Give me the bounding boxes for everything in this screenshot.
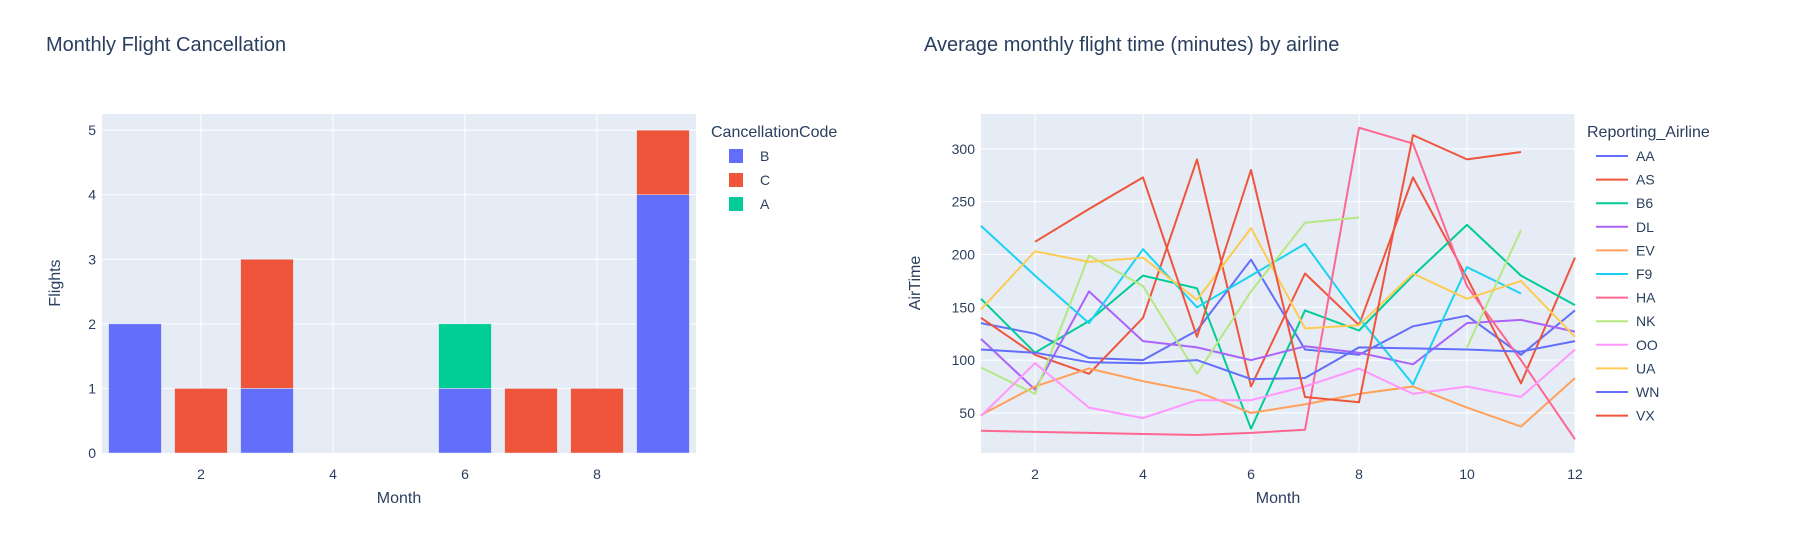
line-oo[interactable] xyxy=(980,348,1576,420)
chart-title-left: Monthly Flight Cancellation xyxy=(46,34,286,56)
line-vx[interactable] xyxy=(1034,134,1522,404)
line-ha[interactable] xyxy=(980,126,1576,440)
legend-title-left: CancellationCode xyxy=(711,124,837,141)
y-axis-title-left: Flights xyxy=(47,259,64,306)
y-tick-label: 0 xyxy=(88,445,96,461)
lines-right xyxy=(980,126,1576,440)
legend-swatch xyxy=(729,197,743,211)
legend-label: HA xyxy=(1636,290,1656,306)
x-axis-title-right: Month xyxy=(1256,490,1300,507)
x-tick-label: 8 xyxy=(1355,466,1363,482)
y-tick-label: 100 xyxy=(952,352,976,368)
y-tick-label: 3 xyxy=(88,251,96,267)
y-ticks-left: 0 1 2 3 4 5 xyxy=(88,122,96,461)
y-axis-title-right: AirTime xyxy=(907,256,924,311)
bars-left xyxy=(108,129,690,454)
line-f9[interactable] xyxy=(980,225,1522,386)
line-ua[interactable] xyxy=(980,227,1576,338)
legend-item-ha[interactable]: HA xyxy=(1596,290,1656,306)
legend-label: OO xyxy=(1636,337,1658,353)
line-dl[interactable] xyxy=(980,290,1576,391)
x-ticks-right: 2 4 6 8 10 12 xyxy=(1031,466,1583,482)
legend-label: EV xyxy=(1636,242,1655,258)
legend-item-f9[interactable]: F9 xyxy=(1596,266,1653,282)
y-tick-label: 4 xyxy=(88,187,96,203)
bar-a-month-6[interactable] xyxy=(438,323,492,389)
legend-label: AA xyxy=(1636,148,1655,164)
legend-item-ua[interactable]: UA xyxy=(1596,360,1656,376)
legend-label: WN xyxy=(1636,384,1659,400)
legend-label: A xyxy=(760,196,770,212)
legend-item-a[interactable]: A xyxy=(729,196,770,212)
legend-item-as[interactable]: AS xyxy=(1596,172,1655,188)
legend-label: NK xyxy=(1636,313,1656,329)
bar-b-month-3[interactable] xyxy=(240,388,294,454)
legend-title-right: Reporting_Airline xyxy=(1587,124,1710,141)
legend-label: VX xyxy=(1636,408,1655,424)
x-tick-label: 2 xyxy=(197,466,205,482)
x-tick-label: 2 xyxy=(1031,466,1039,482)
line-ev[interactable] xyxy=(980,367,1576,428)
legend-label: DL xyxy=(1636,219,1654,235)
legend-left[interactable]: CancellationCode BCA xyxy=(711,124,837,212)
x-tick-label: 8 xyxy=(593,466,601,482)
legend-label: C xyxy=(760,172,770,188)
line-wn[interactable] xyxy=(980,340,1576,381)
y-tick-label: 150 xyxy=(952,299,976,315)
airtime-chart: Average monthly flight time (minutes) by… xyxy=(907,34,1710,507)
x-tick-label: 6 xyxy=(461,466,469,482)
legend-item-aa[interactable]: AA xyxy=(1596,148,1655,164)
legend-label: B6 xyxy=(1636,195,1653,211)
bar-b-month-6[interactable] xyxy=(438,388,492,454)
legend-item-oo[interactable]: OO xyxy=(1596,337,1658,353)
x-tick-label: 4 xyxy=(1139,466,1147,482)
legend-item-dl[interactable]: DL xyxy=(1596,219,1654,235)
x-tick-label: 6 xyxy=(1247,466,1255,482)
y-tick-label: 2 xyxy=(88,316,96,332)
legend-swatch xyxy=(729,173,743,187)
y-tick-label: 300 xyxy=(952,141,976,157)
legend-item-wn[interactable]: WN xyxy=(1596,384,1659,400)
bar-b-month-1[interactable] xyxy=(108,323,162,454)
legend-label: UA xyxy=(1636,360,1656,376)
x-tick-label: 12 xyxy=(1567,466,1583,482)
bar-c-month-8[interactable] xyxy=(570,388,624,454)
x-ticks-left: 2 4 6 8 xyxy=(197,466,601,482)
bar-c-month-9[interactable] xyxy=(636,129,690,195)
legend-item-vx[interactable]: VX xyxy=(1596,408,1655,424)
y-tick-label: 1 xyxy=(88,380,96,396)
bar-c-month-7[interactable] xyxy=(504,388,558,454)
legend-swatch xyxy=(729,149,743,163)
x-tick-label: 10 xyxy=(1459,466,1475,482)
chart-title-right: Average monthly flight time (minutes) by… xyxy=(924,34,1339,56)
legend-right[interactable]: Reporting_Airline AA AS B6 DL EV F9 HA NK OO UA WN… xyxy=(1587,124,1710,424)
legend-label: B xyxy=(760,148,769,164)
bar-c-month-3[interactable] xyxy=(240,259,294,389)
legend-item-ev[interactable]: EV xyxy=(1596,242,1655,258)
line-b6[interactable] xyxy=(980,223,1576,430)
y-tick-label: 250 xyxy=(952,194,976,210)
legend-item-c[interactable]: C xyxy=(729,172,770,188)
legend-label: F9 xyxy=(1636,266,1653,282)
bar-c-month-2[interactable] xyxy=(174,388,228,454)
y-tick-label: 5 xyxy=(88,122,96,138)
y-ticks-right: 50 100 150 200 250 300 xyxy=(952,141,976,421)
y-tick-label: 50 xyxy=(959,405,975,421)
legend-label: AS xyxy=(1636,172,1655,188)
bar-b-month-9[interactable] xyxy=(636,194,690,454)
x-axis-title-left: Month xyxy=(377,490,421,507)
legend-item-nk[interactable]: NK xyxy=(1596,313,1656,329)
y-tick-label: 200 xyxy=(952,246,976,262)
legend-item-b6[interactable]: B6 xyxy=(1596,195,1653,211)
x-tick-label: 4 xyxy=(329,466,337,482)
legend-item-b[interactable]: B xyxy=(729,148,769,164)
